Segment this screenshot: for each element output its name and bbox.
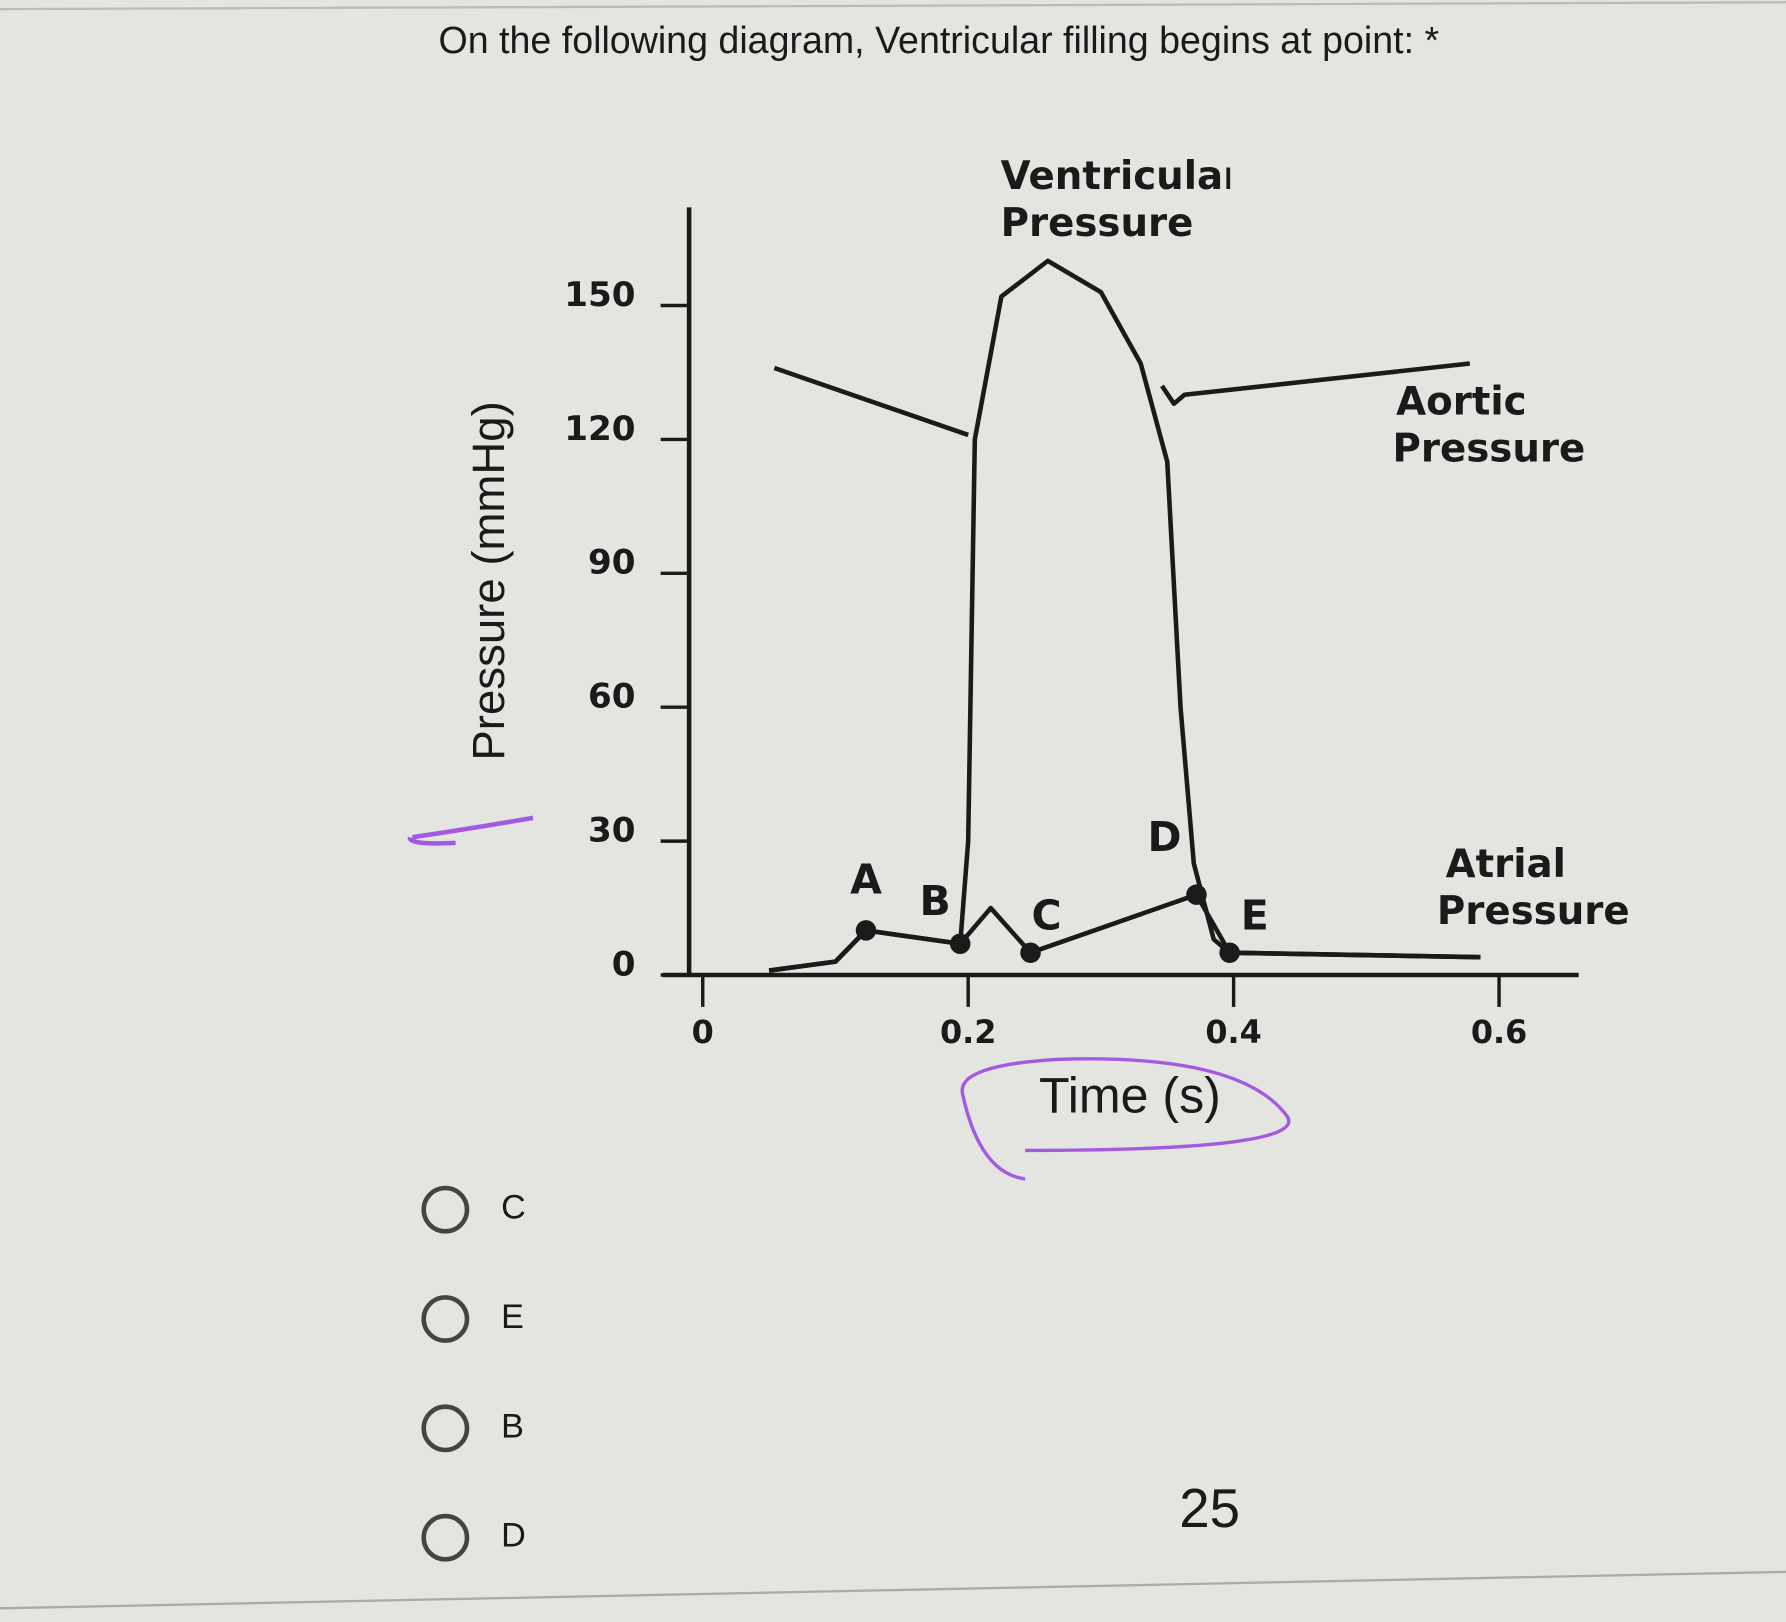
y-tick-label: 120: [564, 409, 635, 449]
series-label: Ventricular Pressure: [1000, 153, 1231, 246]
y-tick-label: 150: [564, 275, 635, 315]
option-label[interactable]: C: [501, 1189, 526, 1227]
point-label: A: [850, 856, 882, 904]
y-tick-label: 60: [588, 677, 636, 717]
radio[interactable]: [421, 1185, 470, 1234]
pen-mark: [407, 815, 534, 846]
option-label[interactable]: E: [501, 1298, 524, 1336]
diagram: 0 30 60 90 120 150 0 0.2 0.4 0.6 Time (s) Pressure …: [463, 153, 1630, 1124]
series-label-box: Atrial Pressure: [1436, 841, 1630, 934]
option-label[interactable]: D: [501, 1517, 526, 1555]
radio[interactable]: [421, 1513, 470, 1562]
y-axis-label: Pressure (mmHg): [463, 401, 514, 760]
top-border: [0, 1, 1786, 11]
options: C E B D: [421, 1185, 526, 1562]
x-tick-label: 0: [692, 1013, 714, 1051]
option-label[interactable]: B: [501, 1407, 524, 1445]
series-line: [773, 361, 1471, 438]
series-label-box: Ventricular Pressure: [1000, 153, 1231, 246]
series-label: Atrial Pressure: [1436, 841, 1630, 934]
pen-mark: [960, 1057, 1291, 1181]
y-tick-label: 0: [612, 944, 636, 984]
page-number: 25: [1179, 1478, 1240, 1539]
point: [1186, 884, 1207, 905]
series-label-box: Aortic Pressure: [1392, 379, 1586, 472]
point-label: D: [1148, 813, 1182, 861]
radio[interactable]: [421, 1404, 470, 1453]
bottom-border: [0, 1570, 1786, 1610]
point: [949, 933, 971, 955]
radio[interactable]: [421, 1295, 470, 1343]
x-axis-label: Time (s): [1039, 1067, 1221, 1123]
y-tick-label: 90: [588, 543, 636, 583]
y-tick-label: 30: [588, 811, 636, 851]
series-line: [768, 892, 1481, 973]
point: [1020, 942, 1041, 963]
point-label: E: [1241, 892, 1269, 940]
point-label: C: [1031, 892, 1061, 940]
question: On the following diagram, Ventricular fi…: [439, 19, 1440, 61]
x-tick-label: 0.2: [940, 1013, 996, 1051]
series-label: Aortic Pressure: [1392, 379, 1586, 472]
point: [855, 920, 877, 941]
point: [1219, 942, 1240, 963]
point-label: B: [920, 877, 951, 925]
x-tick-label: 0.4: [1205, 1013, 1261, 1051]
x-tick-label: 0.6: [1471, 1013, 1527, 1051]
